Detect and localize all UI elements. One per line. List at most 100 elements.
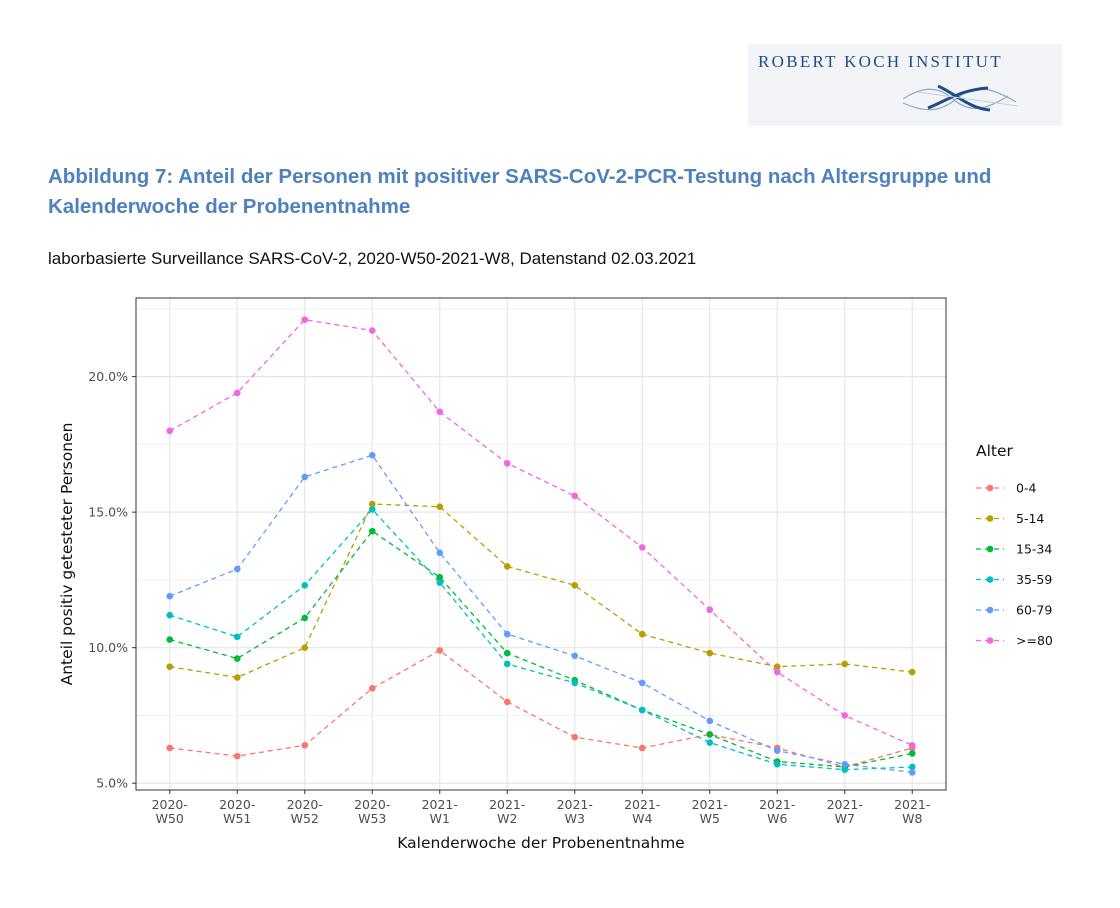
x-tick-label-line: 2021- bbox=[557, 797, 593, 812]
data-point-5-14 bbox=[571, 582, 579, 589]
x-tick-label-line: W2 bbox=[497, 811, 517, 826]
data-point-35-59 bbox=[233, 633, 241, 641]
data-point-35-59 bbox=[773, 760, 781, 768]
legend: Alter 0-4 5-14 15-34 35-59 60-79 >=80 bbox=[976, 442, 1053, 648]
data-point-15-34 bbox=[706, 731, 714, 738]
legend-title: Alter bbox=[976, 442, 1014, 460]
y-tick-label: 10.0% bbox=[88, 640, 128, 655]
data-point-5-14 bbox=[436, 503, 444, 511]
x-tick-label-line: W50 bbox=[156, 811, 184, 826]
data-point-15-34 bbox=[436, 573, 444, 581]
data-point-15-34 bbox=[503, 649, 511, 657]
data-point->=80 bbox=[571, 492, 579, 500]
x-tick-label: 2021-W2 bbox=[489, 797, 525, 826]
data-point->=80 bbox=[706, 606, 714, 614]
data-point-0-4 bbox=[503, 698, 511, 706]
x-tick-label: 2021-W7 bbox=[827, 797, 863, 826]
grid bbox=[136, 298, 946, 790]
data-point-0-4 bbox=[301, 741, 309, 749]
series-line-35-59 bbox=[169, 508, 913, 771]
x-tick-label-line: W53 bbox=[358, 811, 386, 826]
legend-label: 60-79 bbox=[1016, 603, 1052, 618]
data-point-35-59 bbox=[436, 579, 444, 586]
data-point->=80 bbox=[301, 316, 309, 323]
x-tick-label: 2021-W1 bbox=[422, 797, 458, 826]
data-point-35-59 bbox=[503, 660, 511, 668]
x-tick-label: 2021-W4 bbox=[624, 797, 660, 826]
x-tick-label-line: W4 bbox=[632, 811, 652, 826]
axes: 5.0%10.0%15.0%20.0%2020-W502020-W512020-… bbox=[58, 297, 947, 852]
data-point->=80 bbox=[503, 460, 511, 467]
data-point-60-79 bbox=[301, 473, 309, 481]
data-point-5-14 bbox=[638, 630, 646, 638]
series-line->=80 bbox=[169, 318, 913, 746]
helix-logo-icon bbox=[902, 84, 1019, 112]
x-tick-label-line: W52 bbox=[291, 811, 319, 826]
data-point-5-14 bbox=[166, 663, 174, 670]
legend-label: 5-14 bbox=[1016, 511, 1044, 526]
data-point-5-14 bbox=[706, 649, 714, 657]
data-point-60-79 bbox=[571, 652, 579, 660]
line-chart: 5.0%10.0%15.0%20.0%2020-W502020-W512020-… bbox=[58, 297, 1053, 852]
legend-key-point bbox=[986, 576, 994, 583]
data-point-35-59 bbox=[166, 611, 174, 619]
y-tick-label: 5.0% bbox=[96, 776, 128, 791]
logo-text: ROBERT KOCH INSTITUT bbox=[758, 52, 1003, 71]
data-point-60-79 bbox=[166, 592, 174, 600]
data-point-5-14 bbox=[503, 563, 511, 570]
x-tick-label-line: 2021- bbox=[624, 797, 660, 812]
x-tick-label-line: W7 bbox=[835, 811, 855, 826]
data-point-0-4 bbox=[368, 685, 376, 692]
data-point-35-59 bbox=[908, 763, 916, 771]
x-tick-label-line: W1 bbox=[430, 811, 450, 826]
data-point-60-79 bbox=[706, 717, 714, 725]
data-point->=80 bbox=[368, 327, 376, 334]
data-point-5-14 bbox=[233, 674, 241, 681]
panel-border bbox=[135, 297, 947, 791]
x-tick-label: 2020-W53 bbox=[354, 797, 390, 826]
data-point-15-34 bbox=[166, 636, 174, 643]
data-point-60-79 bbox=[773, 747, 781, 754]
series-line-5-14 bbox=[169, 503, 913, 679]
legend-label: 35-59 bbox=[1016, 572, 1052, 587]
data-point->=80 bbox=[773, 668, 781, 676]
x-tick-label: 2020-W51 bbox=[219, 797, 255, 826]
data-point-60-79 bbox=[638, 679, 646, 687]
legend-key-point bbox=[986, 606, 994, 614]
series-line-15-34 bbox=[169, 530, 913, 768]
data-point-60-79 bbox=[368, 451, 376, 459]
data-point-35-59 bbox=[368, 506, 376, 513]
data-point-35-59 bbox=[571, 679, 579, 687]
x-tick-label-line: 2021- bbox=[692, 797, 728, 812]
data-point-5-14 bbox=[841, 660, 849, 668]
data-point-15-34 bbox=[368, 527, 376, 535]
data-point-15-34 bbox=[233, 655, 241, 662]
data-point-15-34 bbox=[908, 750, 916, 757]
y-tick-label: 15.0% bbox=[88, 505, 128, 520]
data-point->=80 bbox=[908, 741, 916, 749]
data-point-60-79 bbox=[436, 549, 444, 557]
y-axis-title: Anteil positiv getesteter Personen bbox=[58, 423, 76, 686]
x-tick-label-line: W5 bbox=[700, 811, 720, 826]
x-tick-label-line: 2020- bbox=[287, 797, 323, 812]
x-tick-label-line: W8 bbox=[902, 811, 922, 826]
data-point-60-79 bbox=[503, 630, 511, 638]
data-point-60-79 bbox=[233, 565, 241, 573]
figure-title: Abbildung 7: Anteil der Personen mit pos… bbox=[48, 165, 992, 218]
x-tick-label: 2021-W8 bbox=[894, 797, 930, 826]
data-point-5-14 bbox=[368, 500, 376, 508]
x-tick-label-line: W3 bbox=[565, 811, 585, 826]
series-layer bbox=[166, 316, 916, 776]
data-point-0-4 bbox=[638, 744, 646, 752]
series-line-0-4 bbox=[169, 649, 913, 768]
data-point-5-14 bbox=[301, 644, 309, 651]
legend-key-point bbox=[986, 545, 994, 553]
legend-label: >=80 bbox=[1016, 633, 1053, 648]
figure-subtitle: laborbasierte Surveillance SARS-CoV-2, 2… bbox=[48, 249, 697, 268]
x-tick-label-line: 2020- bbox=[219, 797, 255, 812]
legend-label: 15-34 bbox=[1016, 542, 1052, 557]
data-point-5-14 bbox=[773, 663, 781, 670]
x-tick-label: 2021-W5 bbox=[692, 797, 728, 826]
legend-key-point bbox=[986, 515, 994, 522]
data-point-0-4 bbox=[436, 647, 444, 654]
